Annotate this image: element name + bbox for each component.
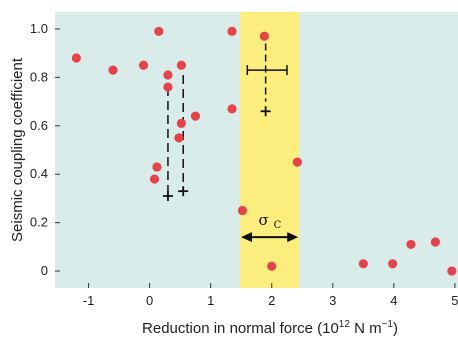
y-axis-title: Seismic coupling coefficient (9, 57, 26, 242)
sigma-c-label: σ (258, 211, 268, 229)
data-point (237, 205, 248, 216)
data-point (259, 31, 270, 41)
data-point (163, 82, 173, 92)
data-point (227, 26, 237, 36)
data-point (174, 133, 184, 143)
axis-ticks: -1 0 1 2 3 4 5 0 0.2 0.4 0.6 0.8 1.0 (30, 21, 458, 308)
data-point (154, 26, 164, 36)
data-point (71, 53, 81, 63)
data-point (292, 157, 302, 167)
plus-marker (162, 191, 173, 201)
data-point (152, 162, 162, 172)
sigma-c-band (239, 12, 300, 288)
sigma-arrow-head-right (287, 232, 299, 243)
x-tick-label: 4 (390, 293, 397, 308)
data-point (163, 70, 173, 80)
y-tick-label: 0.6 (30, 118, 48, 133)
data-point (447, 266, 457, 276)
x-tick-label: 2 (268, 293, 275, 308)
x-axis-title: Reduction in normal force (1012 N m−1) (142, 319, 398, 337)
x-tick-label: 0 (146, 293, 153, 308)
data-point (406, 239, 416, 250)
y-tick-label: 0.4 (30, 166, 48, 181)
data-point (190, 111, 201, 121)
y-tick-label: 0.8 (30, 69, 48, 84)
data-point (227, 104, 237, 114)
sigma-c-subscript: C (274, 220, 282, 231)
data-point (358, 259, 368, 269)
x-tick-label: 3 (329, 293, 336, 308)
data-point (430, 237, 440, 247)
data-point (108, 65, 118, 75)
x-tick-label: 5 (451, 293, 458, 308)
sigma-arrow-head-left (240, 232, 252, 243)
plus-marker (178, 186, 189, 197)
y-tick-label: 0 (41, 263, 48, 278)
data-point (176, 60, 186, 70)
y-tick-label: 0.2 (30, 215, 48, 230)
y-tick-label: 1.0 (30, 21, 48, 36)
plus-marker (260, 106, 271, 117)
data-points (71, 26, 457, 276)
data-point (176, 118, 186, 128)
data-point (267, 261, 277, 271)
data-point (138, 60, 149, 70)
x-tick-label: 1 (207, 293, 214, 308)
data-point (388, 259, 398, 269)
x-tick-label: -1 (83, 293, 95, 308)
data-point (149, 174, 160, 184)
